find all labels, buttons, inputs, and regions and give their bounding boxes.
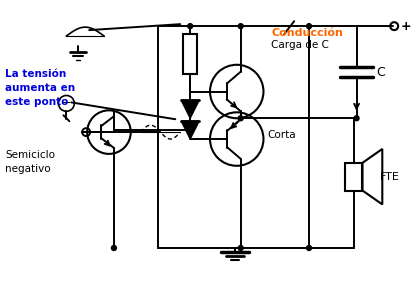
Polygon shape [181,100,199,118]
Circle shape [354,116,359,121]
Circle shape [238,24,243,29]
Text: +: + [400,20,411,33]
Circle shape [238,116,243,121]
Circle shape [238,245,243,251]
Circle shape [306,24,311,29]
Text: FTE: FTE [380,172,400,182]
Bar [345,163,362,191]
Circle shape [112,245,116,251]
Circle shape [188,24,193,29]
Text: Semiciclo
negativo: Semiciclo negativo [5,150,55,174]
Text: Conducción: Conducción [271,28,343,38]
Polygon shape [181,121,199,139]
Circle shape [306,245,311,251]
Text: Carga de C: Carga de C [271,40,329,50]
Text: La tensión
aumenta en
este ponto: La tensión aumenta en este ponto [5,69,75,106]
Text: −: − [62,98,71,108]
Text: Corta: Corta [268,130,296,140]
Text: C: C [376,66,385,79]
Bar [183,34,197,74]
